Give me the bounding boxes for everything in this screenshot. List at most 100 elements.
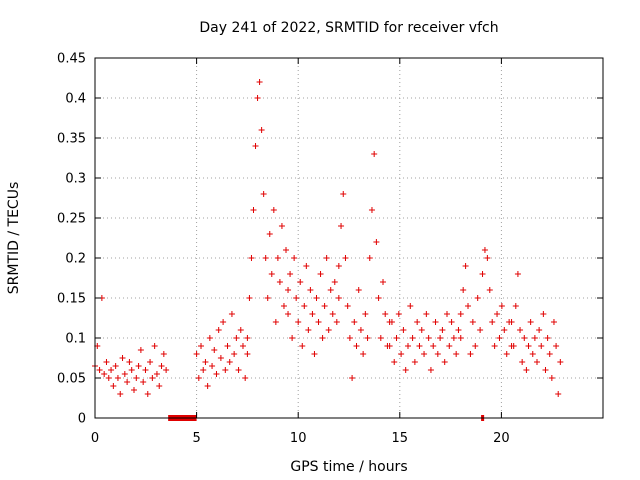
data-point xyxy=(204,383,211,389)
data-point xyxy=(542,367,549,373)
data-point xyxy=(220,319,227,325)
data-point xyxy=(287,271,294,277)
data-point xyxy=(285,287,292,293)
data-point xyxy=(357,327,364,333)
data-point xyxy=(416,343,423,349)
data-point xyxy=(142,367,149,373)
data-point xyxy=(329,311,336,317)
data-point xyxy=(151,343,158,349)
data-point xyxy=(254,95,261,101)
data-point xyxy=(193,351,200,357)
data-point xyxy=(147,359,154,365)
y-tick-label: 0.1 xyxy=(65,332,86,347)
y-tick-label: 0.4 xyxy=(65,92,86,107)
data-point xyxy=(299,343,306,349)
data-point xyxy=(262,255,269,261)
data-point xyxy=(114,375,121,381)
data-point xyxy=(486,287,493,293)
data-point xyxy=(319,335,326,341)
data-point xyxy=(546,351,553,357)
data-point xyxy=(484,255,491,261)
data-point xyxy=(544,335,551,341)
y-tick-label: 0.25 xyxy=(57,212,86,227)
data-point xyxy=(149,375,156,381)
data-point xyxy=(137,347,144,353)
data-point xyxy=(213,371,220,377)
data-point xyxy=(272,319,279,325)
data-point xyxy=(448,319,455,325)
data-point xyxy=(338,223,345,229)
data-point xyxy=(364,335,371,341)
data-point xyxy=(246,295,253,301)
data-point xyxy=(128,367,135,373)
data-point xyxy=(453,351,460,357)
data-point xyxy=(268,271,275,277)
data-point xyxy=(325,327,332,333)
x-tick-label: 15 xyxy=(392,431,409,446)
data-point xyxy=(393,335,400,341)
data-point xyxy=(309,311,316,317)
data-point xyxy=(523,367,530,373)
data-point xyxy=(395,311,402,317)
data-point xyxy=(377,335,384,341)
data-point xyxy=(508,319,515,325)
data-point xyxy=(557,359,564,365)
data-point xyxy=(264,295,271,301)
data-point xyxy=(285,311,292,317)
data-point xyxy=(380,279,387,285)
data-point xyxy=(474,295,481,301)
data-point xyxy=(425,335,432,341)
data-point xyxy=(331,279,338,285)
x-axis-label: GPS time / hours xyxy=(290,459,407,475)
data-point xyxy=(217,355,224,361)
data-point xyxy=(344,303,351,309)
data-point xyxy=(293,295,300,301)
data-point xyxy=(301,303,308,309)
data-point xyxy=(158,363,165,369)
data-point xyxy=(335,295,342,301)
data-point xyxy=(124,379,131,385)
data-point xyxy=(103,359,110,365)
data-point xyxy=(140,379,147,385)
data-point xyxy=(548,375,555,381)
data-point xyxy=(315,319,322,325)
data-point xyxy=(362,311,369,317)
data-point xyxy=(538,343,545,349)
data-point xyxy=(342,255,349,261)
data-point xyxy=(346,335,353,341)
data-point xyxy=(258,127,265,133)
data-point xyxy=(135,363,142,369)
data-point xyxy=(391,359,398,365)
data-point xyxy=(427,367,434,373)
data-point xyxy=(373,239,380,245)
data-point xyxy=(469,319,476,325)
y-tick-label: 0.15 xyxy=(57,292,86,307)
data-point xyxy=(244,351,251,357)
data-point xyxy=(101,371,108,377)
data-point xyxy=(491,343,498,349)
data-point xyxy=(386,343,393,349)
data-point xyxy=(226,359,233,365)
data-point xyxy=(349,375,356,381)
data-point xyxy=(414,319,421,325)
data-point xyxy=(360,351,367,357)
data-point xyxy=(355,287,362,293)
data-point xyxy=(489,319,496,325)
data-point xyxy=(297,279,304,285)
data-point xyxy=(291,255,298,261)
data-point xyxy=(521,335,528,341)
data-point xyxy=(144,391,151,397)
data-point xyxy=(233,335,240,341)
data-point xyxy=(228,311,235,317)
data-point xyxy=(105,375,112,381)
data-point xyxy=(270,207,277,213)
data-point xyxy=(340,191,347,197)
data-point xyxy=(307,287,314,293)
data-point xyxy=(295,319,302,325)
y-tick-label: 0.45 xyxy=(57,52,86,67)
data-point xyxy=(368,207,375,213)
data-point xyxy=(303,263,310,269)
data-point xyxy=(215,327,222,333)
y-axis-ticks: 0 0.05 0.1 0.15 0.2 0.25 0.3 0.35 0.4 0.45 xyxy=(57,52,603,427)
y-axis-label: SRMTID / TECUs xyxy=(6,182,22,295)
